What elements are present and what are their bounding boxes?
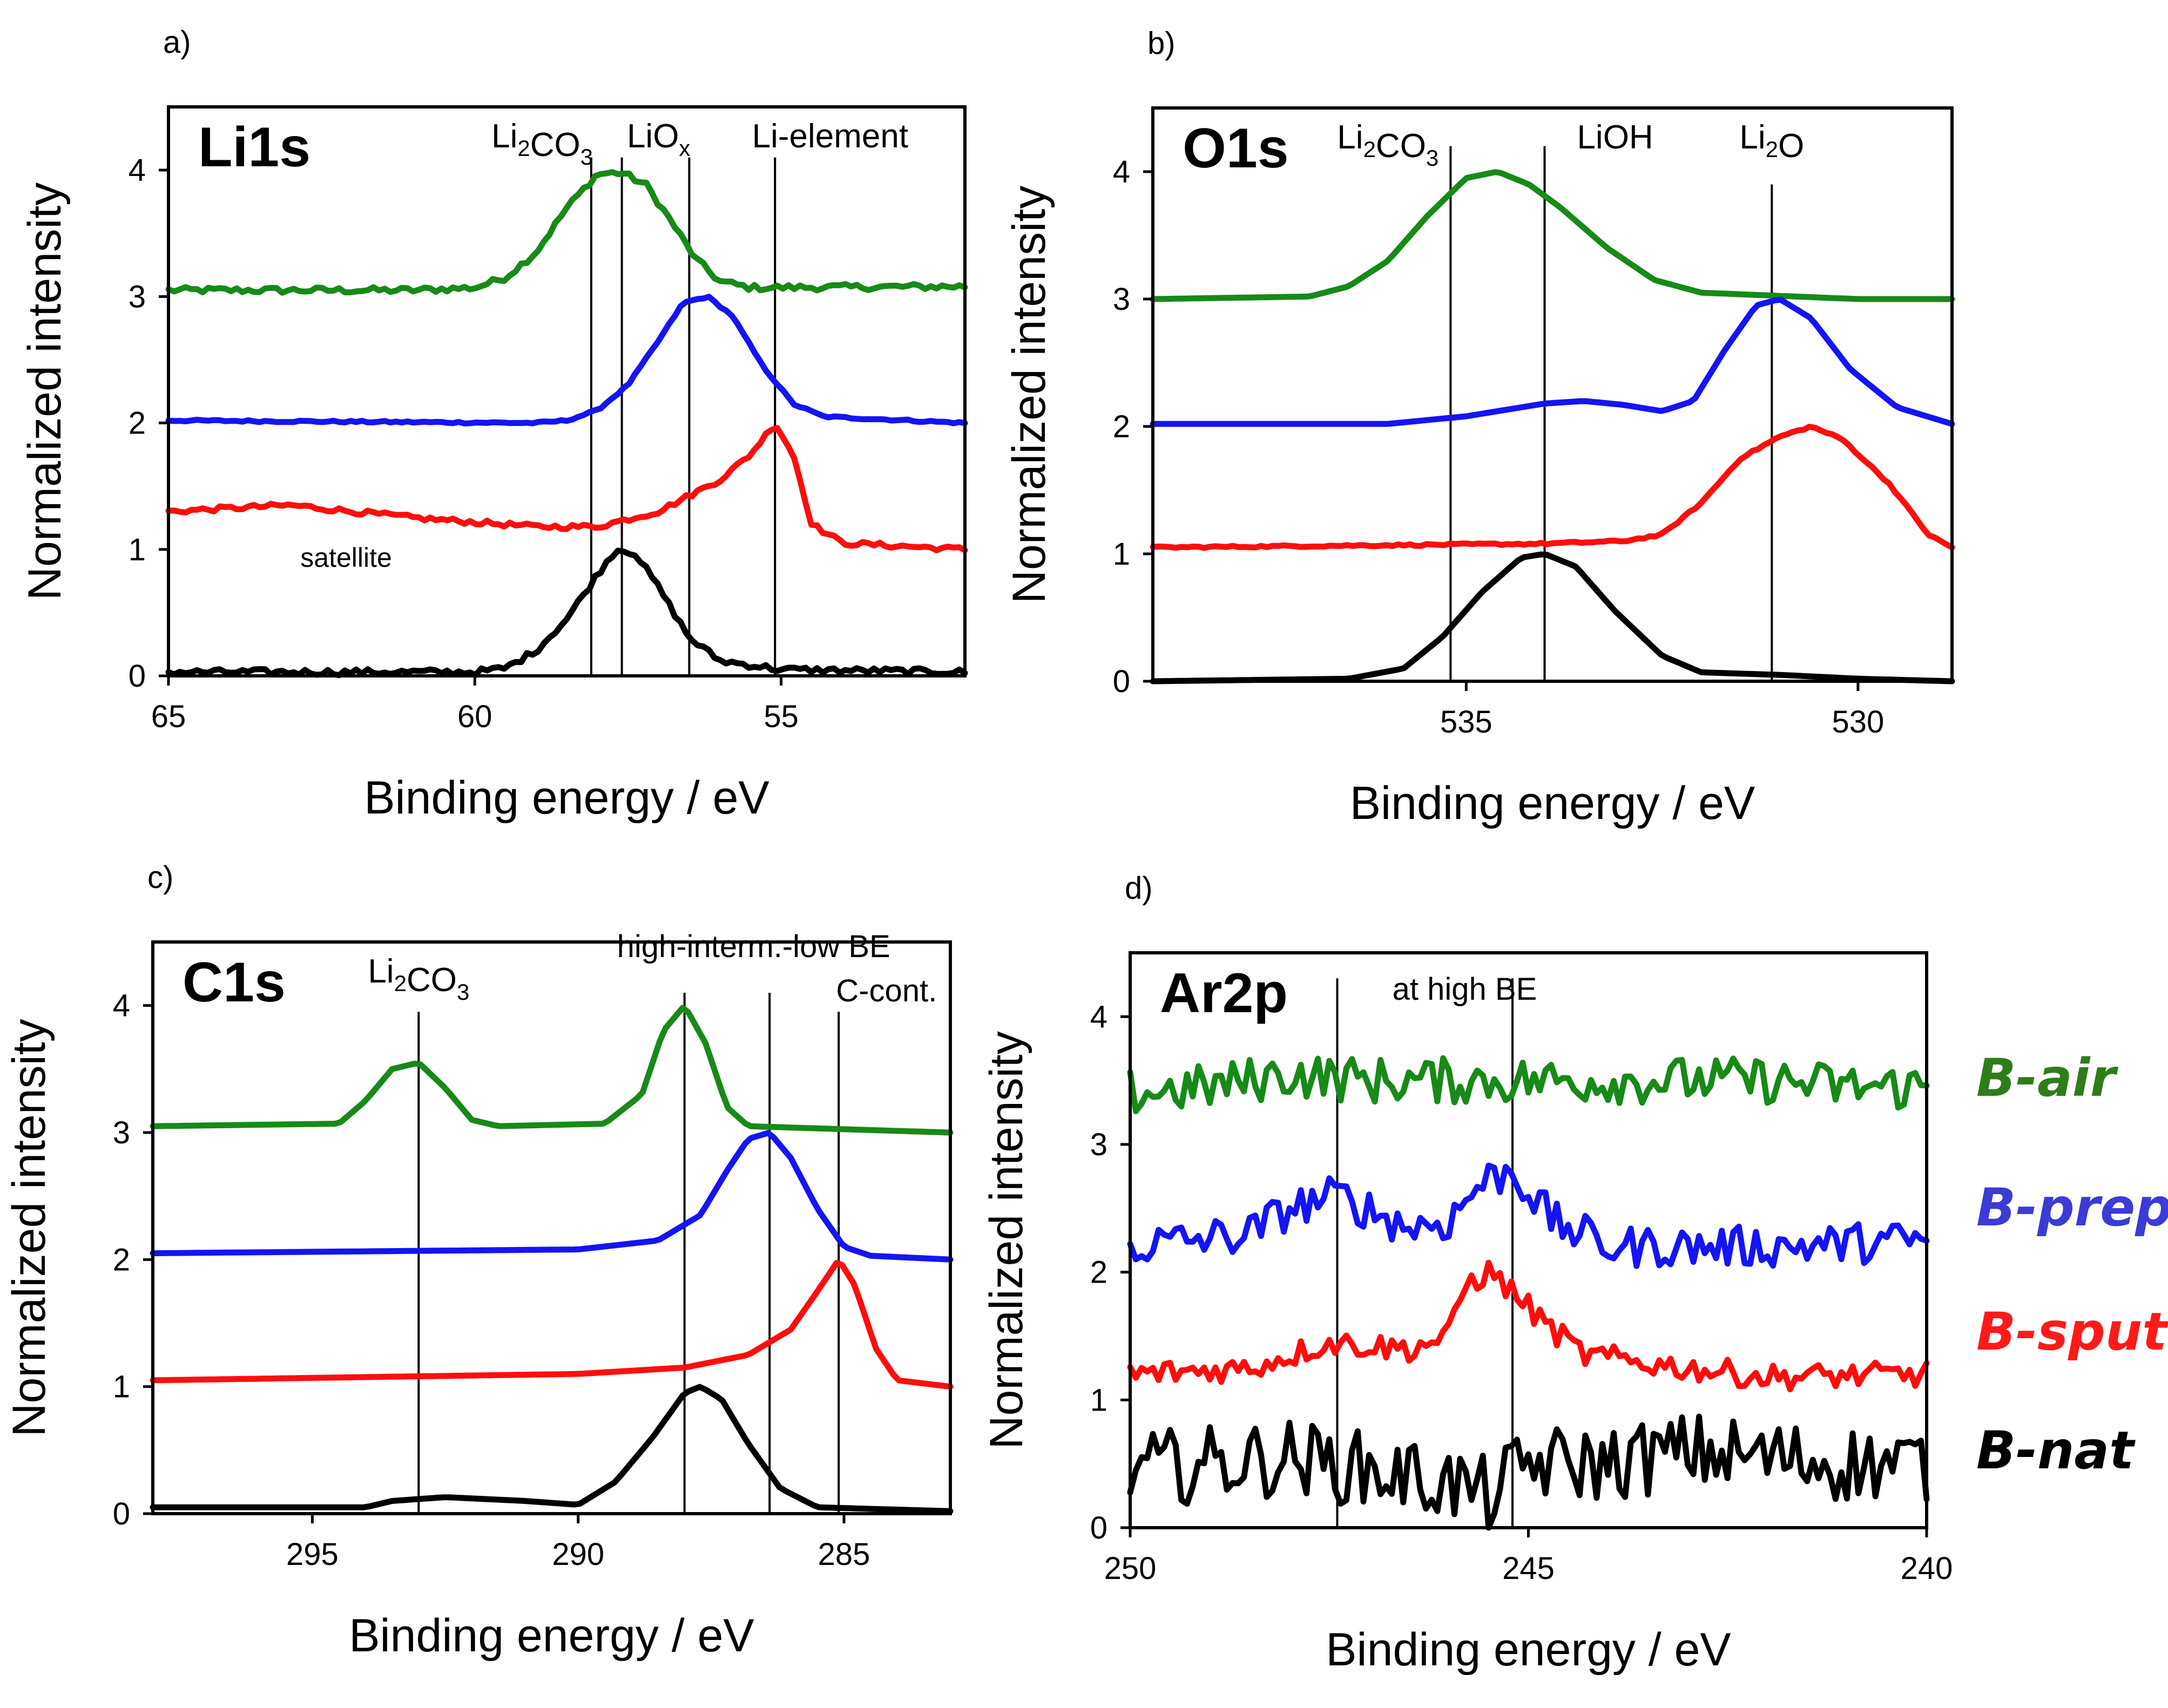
x-tick-label: 535 (1440, 704, 1492, 740)
series-line-b-sput (150, 1260, 954, 1390)
legend-label-b-nat: B-nat (1976, 1420, 2136, 1481)
reference-line-label: Li2O (1739, 119, 1804, 165)
y-tick-label: 0 (129, 659, 146, 694)
panel-title: Ar2p (1160, 962, 1288, 1025)
panel-letter: b) (1147, 26, 1176, 61)
panel-c1s: c) 295 290 285 0 1 2 3 4 Binding energy / eV Norma… (3, 860, 954, 1662)
x-axis-label: Binding energy / eV (1350, 777, 1755, 829)
y-tick-label: 4 (129, 153, 146, 188)
legend: B-air B-prep B-sput B-nat (1976, 1048, 2168, 1481)
series-line-b-nat (150, 1384, 954, 1514)
panel-li1s: a) 65 60 55 0 1 2 3 4 Binding energy / eV Normaliz… (19, 25, 968, 824)
reference-line-label: Li2CO3 (1337, 119, 1438, 171)
x-tick-label: 290 (552, 1537, 604, 1572)
series-line-b-air (1150, 169, 1955, 302)
x-axis-label: Binding energy / eV (349, 1610, 754, 1662)
annotation: high-interm.-low BE (617, 929, 890, 964)
series-line-b-prep (165, 294, 968, 426)
panels: a) 65 60 55 0 1 2 3 4 Binding energy / eV Normaliz… (3, 25, 1955, 1676)
series-line-b-sput (1150, 424, 1955, 551)
panel-title: O1s (1183, 117, 1289, 180)
plot-frame (167, 105, 967, 677)
plot-frame (151, 940, 952, 1515)
y-axis-label: Normalized intensity (19, 182, 71, 600)
reference-line-label: Li2CO3 (491, 118, 593, 170)
legend-label-b-sput: B-sput (1976, 1302, 2168, 1362)
x-tick-label: 250 (1104, 1551, 1157, 1586)
x-tick-label: 65 (151, 699, 186, 734)
series-line-b-sput (1127, 1259, 1930, 1393)
y-tick-label: 4 (113, 988, 130, 1024)
y-tick-label: 3 (1090, 1127, 1107, 1162)
y-tick-label: 0 (1090, 1510, 1107, 1546)
series-line-b-prep (1150, 296, 1955, 427)
series-line-b-sput (165, 425, 968, 553)
y-tick-label: 0 (113, 1496, 130, 1531)
y-tick-label: 2 (1113, 409, 1130, 444)
x-tick-label: 55 (764, 699, 799, 734)
annotation: satellite (300, 543, 392, 573)
x-tick-label: 240 (1901, 1551, 1953, 1586)
y-tick-label: 3 (113, 1115, 130, 1150)
panel-letter: c) (147, 860, 173, 895)
y-tick-label: 2 (129, 406, 146, 441)
legend-label-b-prep: B-prep (1976, 1177, 2168, 1238)
panel-letter: a) (163, 25, 191, 60)
legend-label-b-air: B-air (1976, 1048, 2119, 1108)
y-tick-label: 3 (129, 279, 146, 314)
series-line-b-air (1127, 1055, 1930, 1114)
x-tick-label: 530 (1832, 704, 1884, 740)
x-tick-label: 245 (1502, 1551, 1555, 1586)
reference-line-label: Li2CO3 (368, 953, 469, 1005)
series-line-b-nat (1127, 1413, 1930, 1531)
series-line-b-prep (150, 1130, 954, 1263)
x-tick-label: 295 (286, 1537, 339, 1572)
panel-title: C1s (183, 951, 286, 1014)
reference-line-label: LiOH (1577, 119, 1653, 156)
x-axis-label: Binding energy / eV (1326, 1624, 1731, 1676)
y-tick-label: 1 (1090, 1382, 1107, 1418)
panel-title: Li1s (198, 116, 310, 179)
reference-line-label: Li-element (752, 118, 908, 155)
panel-o1s: b) 535 530 0 1 2 3 4 Binding energy / eV Normaliz… (1003, 26, 1955, 829)
series-line-b-nat (165, 547, 968, 679)
plot-frame (1151, 106, 1954, 683)
series-line-b-prep (1127, 1162, 1930, 1269)
series-line-b-nat (1150, 551, 1955, 684)
y-tick-label: 1 (129, 532, 146, 567)
y-tick-label: 1 (1113, 537, 1130, 572)
y-tick-label: 4 (1113, 154, 1130, 189)
annotation: at high BE (1393, 972, 1537, 1007)
y-tick-label: 0 (1113, 664, 1130, 699)
x-axis-label: Binding energy / eV (364, 772, 769, 824)
y-axis-label: Normalized intensity (981, 1031, 1032, 1449)
x-tick-label: 285 (818, 1537, 870, 1572)
y-axis-label: Normalized intensity (1003, 186, 1055, 604)
y-axis-label: Normalized intensity (3, 1019, 55, 1436)
reference-line-label: LiOx (627, 118, 690, 161)
y-tick-label: 2 (1090, 1255, 1107, 1290)
panel-letter: d) (1125, 871, 1153, 906)
x-tick-label: 60 (457, 699, 492, 734)
y-tick-label: 3 (1113, 282, 1130, 317)
series-line-b-air (150, 1005, 954, 1136)
annotation: C-cont. (836, 973, 937, 1008)
y-tick-label: 2 (113, 1242, 130, 1277)
panel-ar2p: d) 250 245 240 0 1 2 3 4 Binding energy / eV Norma… (981, 871, 1953, 1676)
y-tick-label: 1 (113, 1370, 130, 1405)
series-line-b-air (165, 169, 968, 296)
y-tick-label: 4 (1090, 999, 1107, 1034)
